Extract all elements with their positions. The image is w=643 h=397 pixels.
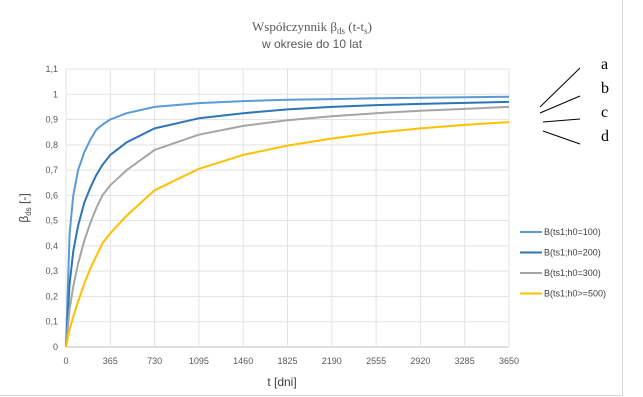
x-tick-label: 1460: [233, 356, 253, 366]
x-tick-label: 1095: [189, 356, 209, 366]
callout-label-a: a: [601, 56, 609, 73]
callout-line-b: [539, 95, 581, 114]
series-line: [65, 95, 510, 348]
y-tick-label: 1: [53, 89, 58, 99]
callout-label-b: b: [601, 80, 609, 97]
legend-label: B(ts1;h0=200): [544, 248, 601, 258]
y-tick-labels: 0 0,1 0,2 0,3 0,4 0,5 0,6 0,7 0,8 0,9 1 1,1: [45, 64, 58, 352]
x-tick-label: 2555: [366, 356, 386, 366]
x-tick-label: 365: [103, 356, 118, 366]
x-tick-label: 730: [147, 356, 162, 366]
y-axis-label: βds [-]: [17, 193, 33, 222]
x-tick-label: 1825: [277, 356, 297, 366]
chart-frame: [0, 0, 623, 396]
y-tick-label: 0,7: [45, 165, 58, 175]
grid-lines: [65, 68, 510, 348]
y-tick-label: 0,2: [45, 291, 58, 301]
x-tick-label: 2920: [410, 356, 430, 366]
callout-line-d: [542, 130, 581, 145]
series-line: [65, 100, 510, 348]
y-tick-label: 0,6: [45, 190, 58, 200]
x-tick-label: 2190: [322, 356, 342, 366]
legend-label: B(ts1;h0>=500): [544, 289, 606, 299]
y-tick-label: 0,5: [45, 216, 58, 226]
callout-line-c: [542, 118, 581, 123]
callout-line-a: [539, 67, 581, 108]
callout-label-d: d: [601, 128, 609, 145]
legend-label: B(ts1;h0=300): [544, 268, 601, 278]
x-tick-label: 3650: [499, 356, 519, 366]
legend-label: B(ts1;h0=100): [544, 227, 601, 237]
chart-subtitle: w okresie do 10 lat: [261, 37, 363, 51]
y-tick-label: 0,1: [45, 317, 58, 327]
y-tick-label: 1,1: [45, 64, 58, 74]
series-line: [65, 105, 510, 348]
legend: B(ts1;h0=100) B(ts1;h0=200) B(ts1;h0=300) B…: [520, 227, 606, 299]
x-tick-label: 0: [63, 356, 68, 366]
callout-label-c: c: [601, 104, 609, 121]
y-tick-label: 0,9: [45, 115, 58, 125]
x-tick-labels: 0 365 730 1095 1460 1825 2190 2555 2920 3285 3650: [63, 356, 519, 366]
y-tick-label: 0: [53, 342, 58, 352]
y-tick-label: 0,3: [45, 266, 58, 276]
x-axis-label: t [dni]: [267, 375, 296, 389]
y-tick-label: 0,4: [45, 241, 58, 251]
chart-title: Współczynnik βds (t-ts): [252, 19, 372, 36]
x-tick-label: 3285: [455, 356, 475, 366]
series-lines: [65, 95, 510, 348]
y-tick-label: 0,8: [45, 140, 58, 150]
series-line: [65, 121, 510, 348]
